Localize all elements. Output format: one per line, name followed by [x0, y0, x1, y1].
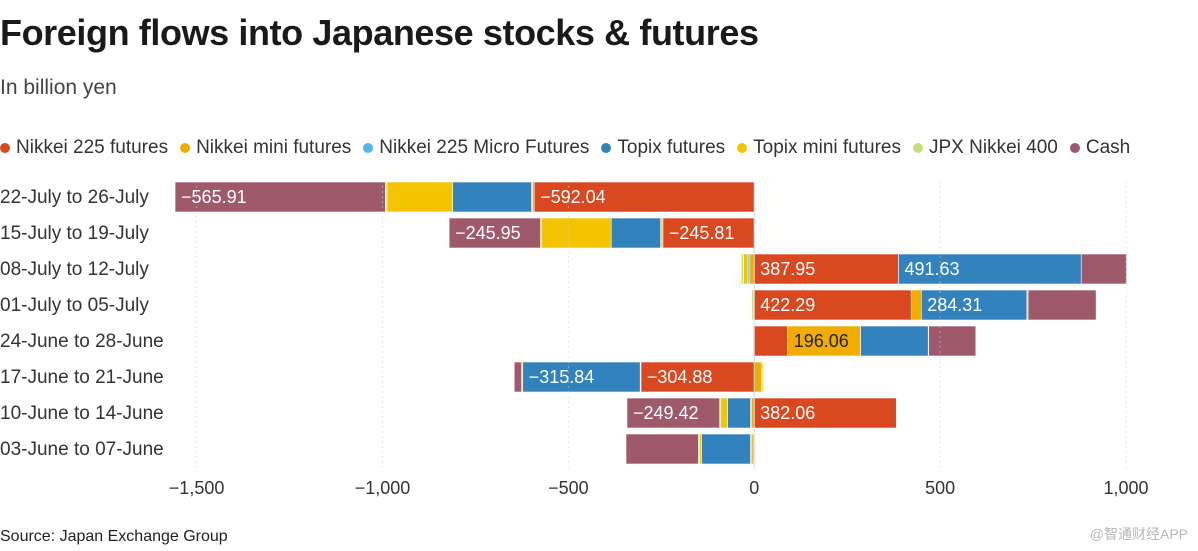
x-tick-label: 500: [925, 478, 955, 498]
bar-10-june-to-14-june-cash: [626, 397, 720, 429]
bar-15-july-to-19-july-cash: [448, 217, 541, 249]
watermark: @智通财经APP: [1089, 526, 1188, 542]
category-label: 22-July to 26-July: [0, 187, 149, 208]
legend-swatch: [737, 143, 748, 153]
bar-15-july-to-19-july-topix-mini-futures: [541, 217, 612, 249]
data-label: 196.06: [794, 331, 849, 351]
legend-label: JPX Nikkei 400: [929, 137, 1058, 158]
bar-24-june-to-28-june-nikkei-225-futures: [753, 325, 788, 357]
legend-item-topix-futures: Topix futures: [601, 137, 725, 159]
data-label: 284.31: [927, 295, 982, 315]
bar-08-july-to-12-july-nikkei-225-futures: [753, 253, 899, 285]
bar-08-july-to-12-july-cash: [1080, 253, 1127, 285]
x-tick-label: −1,500: [169, 478, 225, 498]
legend-label: Cash: [1085, 137, 1131, 158]
bar-17-june-to-21-june-cash: [513, 361, 522, 393]
bar-17-june-to-21-june-topix-futures: [522, 361, 641, 393]
legend-swatch: [0, 143, 10, 153]
bar-08-july-to-12-july-topix-mini-futures: [743, 253, 749, 285]
data-label: −245.95: [455, 223, 521, 243]
bar-10-june-to-14-june-topix-futures: [727, 397, 751, 429]
category-label: 15-July to 19-July: [0, 223, 149, 244]
category-label: 01-July to 05-July: [0, 295, 149, 316]
legend-label: Nikkei 225 Micro Futures: [379, 137, 590, 158]
legend-swatch: [180, 143, 191, 153]
legend-swatch: [363, 143, 374, 153]
legend-swatch: [1069, 143, 1080, 153]
bar-01-july-to-05-july-topix-futures: [920, 289, 1028, 321]
category-label: 24-June to 28-June: [0, 331, 164, 352]
bar-01-july-to-05-july-cash: [1027, 289, 1097, 321]
bar-10-june-to-14-june-topix-mini-futures: [720, 397, 728, 429]
legend-item-nikkei-225-futures: Nikkei 225 futures: [0, 137, 168, 159]
data-label: −304.88: [647, 367, 713, 387]
bar-22-july-to-26-july-topix-mini-futures: [386, 181, 454, 213]
data-label: 422.29: [760, 295, 815, 315]
category-label: 03-June to 07-June: [0, 439, 164, 460]
chart-legend: Nikkei 225 futures Nikkei mini futures Nik…: [0, 137, 1142, 159]
data-label: −565.91: [181, 187, 247, 207]
legend-label: Topix mini futures: [753, 137, 901, 158]
legend-swatch: [913, 143, 923, 153]
bar-08-july-to-12-july-nikkei-mini-futures: [749, 253, 755, 285]
category-label: 10-June to 14-June: [0, 403, 164, 424]
bar-24-june-to-28-june-topix-futures: [860, 325, 929, 357]
bar-17-june-to-21-june-topix-mini-futures: [761, 361, 764, 393]
bar-group: [174, 181, 1127, 465]
bar-01-july-to-05-july-nikkei-225-futures: [753, 289, 912, 321]
bar-24-june-to-28-june-jpx-nikkei-400: [752, 325, 754, 357]
bar-24-june-to-28-june-cash: [928, 325, 977, 357]
bar-15-july-to-19-july-nikkei-225-futures: [662, 217, 755, 249]
bar-01-july-to-05-july-nikkei-mini-futures: [910, 289, 922, 321]
data-label: 491.63: [904, 259, 959, 279]
x-tick-label: 1,000: [1103, 478, 1148, 498]
legend-item-topix-mini-futures: Topix mini futures: [737, 137, 901, 159]
bar-24-june-to-28-june-nikkei-mini-futures: [787, 325, 861, 357]
bar-15-july-to-19-july-topix-futures: [610, 217, 661, 249]
stacked-bar-chart: 22-July to 26-July 15-July to 19-July 08-J…: [0, 181, 1149, 498]
bar-08-july-to-12-july-jpx-nikkei-400: [740, 253, 744, 285]
bar-03-june-to-07-june-cash: [625, 433, 699, 465]
bar-03-june-to-07-june-topix-futures: [701, 433, 751, 465]
legend-item-jpx-nikkei-400: JPX Nikkei 400: [913, 137, 1058, 159]
legend-label: Nikkei 225 futures: [16, 137, 169, 158]
category-label: 08-July to 12-July: [0, 259, 149, 280]
legend-item-nikkei-mini-futures: Nikkei mini futures: [180, 137, 351, 159]
x-tick-label: 0: [749, 478, 759, 498]
x-tick-label: −1,000: [355, 478, 411, 498]
source-note: Source: Japan Exchange Group: [0, 528, 228, 545]
data-label: 382.06: [760, 403, 815, 423]
bar-22-july-to-26-july-topix-futures: [452, 181, 532, 213]
data-label: −592.04: [540, 187, 606, 207]
legend-item-nikkei-225-micro-futures: Nikkei 225 Micro Futures: [363, 137, 589, 159]
data-label: −315.84: [529, 367, 595, 387]
data-label: −249.42: [633, 403, 699, 423]
bar-22-july-to-26-july-cash: [174, 181, 386, 213]
bar-17-june-to-21-june-nikkei-mini-futures: [753, 361, 762, 393]
data-label: −245.81: [669, 223, 735, 243]
legend-item-cash: Cash: [1069, 137, 1131, 159]
chart-subtitle: In billion yen: [0, 76, 117, 99]
legend-label: Nikkei mini futures: [196, 137, 352, 158]
x-tick-label: −500: [548, 478, 589, 498]
bar-10-june-to-14-june-nikkei-225-futures: [753, 397, 897, 429]
bar-17-june-to-21-june-nikkei-225-futures: [640, 361, 755, 393]
legend-label: Topix futures: [617, 137, 726, 158]
legend-swatch: [601, 143, 612, 153]
category-label: 17-June to 21-June: [0, 367, 164, 388]
data-label: 387.95: [760, 259, 815, 279]
bar-01-july-to-05-july-jpx-nikkei-400: [751, 289, 754, 321]
chart-title: Foreign flows into Japanese stocks & fut…: [0, 12, 759, 53]
